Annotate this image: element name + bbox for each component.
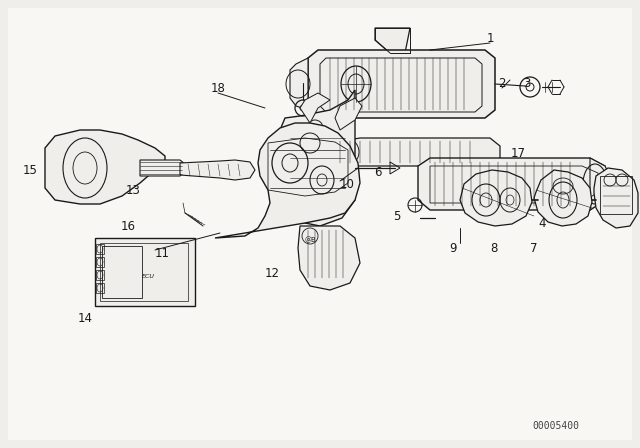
Text: 16: 16 (120, 220, 136, 233)
Text: 2: 2 (499, 77, 506, 90)
Polygon shape (418, 158, 605, 210)
Polygon shape (215, 123, 360, 238)
Text: 12: 12 (264, 267, 280, 280)
Polygon shape (335, 98, 362, 130)
Text: 4: 4 (538, 216, 546, 229)
Bar (102, 246, 142, 298)
Text: 1: 1 (486, 31, 493, 44)
Polygon shape (320, 58, 482, 112)
Text: @B: @B (304, 237, 316, 243)
Text: 18: 18 (211, 82, 225, 95)
Text: 7: 7 (531, 241, 538, 254)
Text: 15: 15 (22, 164, 37, 177)
Text: 3: 3 (524, 77, 531, 90)
Text: 6: 6 (374, 165, 381, 178)
Polygon shape (180, 160, 255, 180)
Bar (600, 176, 632, 214)
Text: ECU: ECU (141, 273, 154, 279)
Text: 14: 14 (77, 311, 93, 324)
Text: 8: 8 (490, 241, 498, 254)
Text: 11: 11 (155, 246, 170, 259)
Polygon shape (140, 160, 185, 176)
Polygon shape (300, 93, 330, 123)
Bar (96, 270, 104, 280)
Polygon shape (460, 170, 532, 226)
Text: 17: 17 (511, 146, 525, 159)
Text: 5: 5 (394, 210, 401, 223)
Polygon shape (298, 226, 360, 290)
Bar (100, 243, 188, 301)
Bar (95, 238, 195, 306)
Polygon shape (290, 58, 308, 110)
Polygon shape (330, 138, 500, 166)
Text: 9: 9 (449, 241, 457, 254)
Polygon shape (45, 130, 165, 204)
Polygon shape (375, 28, 410, 53)
Text: 13: 13 (126, 184, 141, 197)
Polygon shape (280, 90, 355, 226)
Polygon shape (534, 170, 592, 226)
Bar (96, 283, 104, 293)
Polygon shape (594, 168, 638, 228)
Polygon shape (308, 50, 495, 118)
Bar (96, 257, 104, 267)
Text: 10: 10 (340, 177, 355, 190)
Polygon shape (590, 158, 610, 210)
Text: 00005400: 00005400 (532, 422, 579, 431)
Bar (96, 244, 104, 254)
